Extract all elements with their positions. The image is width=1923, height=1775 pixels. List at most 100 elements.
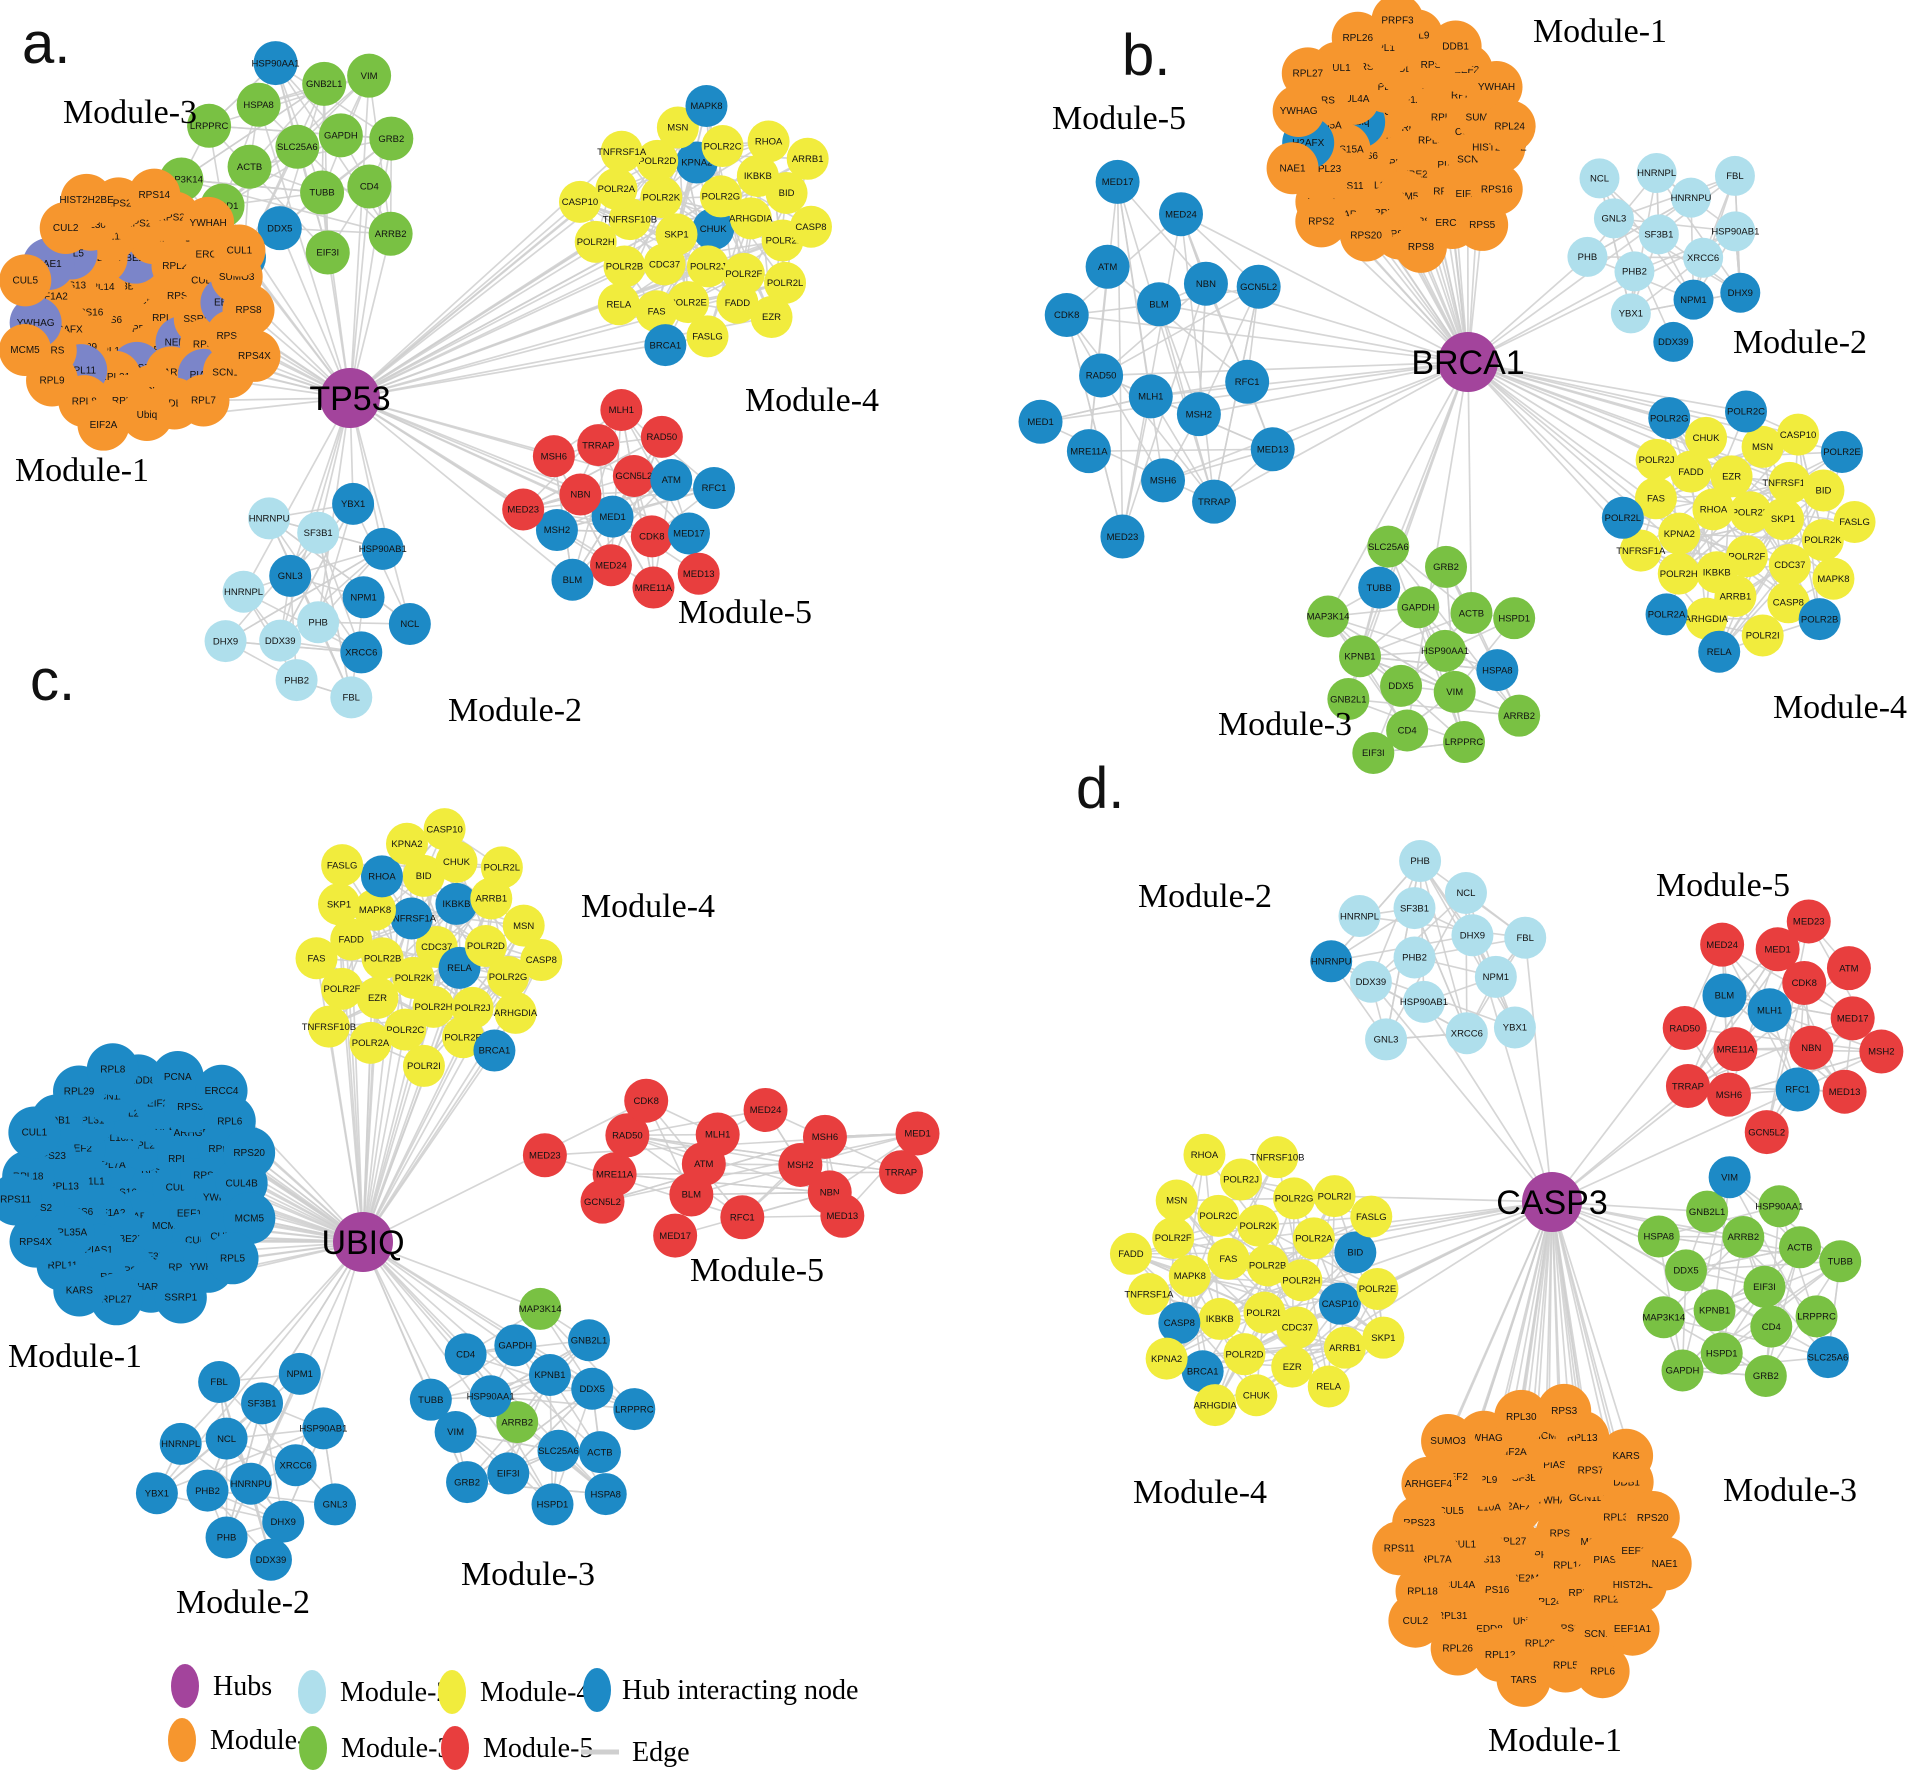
node-circle [1741,425,1784,468]
module-nodes: PRPF3RPL27RPS2UBE2MH2AFXRPL14RPS13YWHAHR… [1372,1383,1692,1707]
node-ATM: ATM [650,458,693,501]
node-label: ACTB [1459,608,1484,619]
node-CD4: CD4 [347,164,392,209]
node-label: CHUK [1243,1390,1271,1401]
module-nodes: GCN1L1RPS14RPL14EMG1RPL30RPS6EEF1A1UBE2M… [1266,0,1536,273]
node-label: RPS2 [1550,1529,1577,1540]
node-label: MCM5 [235,1213,265,1224]
node-POLR2G: POLR2G [1273,1177,1316,1220]
module2-swatch [298,1670,326,1714]
node-label: PIAS2 [1593,1555,1622,1566]
node-POLR2E: POLR2E [1820,430,1863,473]
node-label: MSH2 [787,1160,813,1171]
node-circle [1806,1336,1849,1379]
node-GCN5L2: GCN5L2 [612,454,655,497]
node-label: CUL1 [22,1128,48,1139]
node-CHUK: CHUK [1235,1374,1278,1417]
node-circle [402,1044,445,1087]
node-label: BLM [563,575,583,586]
node-RPL7: RPL7 [177,374,230,427]
node-label: GNB2L1 [1689,1207,1725,1218]
node-RFC1: RFC1 [693,466,736,509]
node-POLR2B: POLR2B [361,937,404,980]
node-ATM: ATM [1085,244,1130,289]
node-RPL6: RPL6 [1575,1644,1630,1699]
node-circle [1429,20,1482,73]
node-HNRNPL: HNRNPL [159,1422,202,1465]
node-label: XRCC6 [280,1460,312,1471]
node-label: CDC37 [649,260,680,271]
node-circle [1397,586,1440,629]
node-label: RPS5 [1469,220,1496,231]
node-MRE11A: MRE11A [632,566,675,609]
node-label: EIF2A [147,1099,175,1110]
node-NCL: NCL [388,602,431,645]
node-Ubiq: Ubiq [120,389,173,442]
node-circle [1599,1428,1654,1483]
node-label: GNL3 [1374,1035,1399,1046]
node-circle [1356,1267,1399,1310]
node-label: POLR2A [1648,610,1686,621]
node-circle [361,937,404,980]
node-label: DDX5 [580,1384,605,1395]
node-label: HIST2H2BE [1613,1580,1668,1591]
node-MSH6: MSH6 [1141,458,1186,503]
node-RFC1: RFC1 [1775,1067,1820,1112]
node-MED17: MED17 [1830,996,1875,1041]
legend-label: Module-4 [480,1677,590,1708]
node-circle [1706,1072,1751,1117]
node-label: ARRB1 [475,894,507,905]
node-circle [1243,1291,1286,1334]
node-label: RPL14 [1553,1560,1584,1571]
node-label: RPS11 [1384,1543,1415,1554]
node-label: Ubiq [137,410,158,421]
node-circle [1671,177,1712,218]
edge [349,397,411,625]
node-label: NAE1 [36,259,63,270]
node-POLR2D: POLR2D [1223,1333,1266,1376]
node-label: BRCA1 [479,1046,511,1057]
node-circle [528,1353,571,1396]
node-circle [1673,279,1714,320]
node-label: CUL5 [1391,64,1417,75]
node-label: MCM5 [10,345,40,356]
node-circle [1833,501,1876,544]
node-POLR2I: POLR2I [1741,614,1784,657]
panel-letter: d. [1076,756,1124,821]
node-circle [487,1452,530,1495]
node-label: RPS11 [0,1195,31,1206]
edge [1065,314,1124,537]
node-label: SF3B1 [1644,230,1673,241]
node-SF3B1: SF3B1 [1638,214,1679,255]
node-circle [1714,155,1755,196]
node-DDX5: DDX5 [571,1367,614,1410]
module-nodes: PHB2 DHX9 HSP90AB1 SF3B1 NPM1 DDX39 NCL XRCC6 HN… [1310,840,1547,1061]
edge [279,548,384,642]
node-label: HSPA8 [591,1489,621,1500]
node-label: ARRB1 [1329,1343,1361,1354]
node-label: MED13 [683,569,715,580]
node-circle [1610,293,1651,334]
node-label: RPL12 [1485,1650,1516,1661]
node-FAS: FAS [1207,1237,1250,1280]
node-TNFRSF1A: TNFRSF1A [597,130,647,173]
node-MSN: MSN [1741,425,1784,468]
node-RPS11: RPS11 [0,1173,42,1226]
node-circle [789,205,832,248]
node-EIF3I: EIF3I [1352,731,1395,774]
node-label: DHX9 [1460,930,1485,941]
node-circle [227,144,272,189]
node-label: MAP3K14 [1307,612,1350,623]
node-label: RPS20 [125,219,157,230]
node-circle [729,197,772,240]
node-circle [177,374,230,427]
node-label: MED23 [529,1150,561,1161]
node-HSPA8: HSPA8 [236,82,281,127]
node-label: KPNA2 [1664,529,1695,540]
node-label: GNL3 [323,1500,348,1511]
node-label: RPS8 [235,305,262,316]
node-label: EZR [1722,472,1741,483]
node-label: TNFRSF1A [387,914,437,925]
node-label: FBL [210,1377,227,1388]
node-circle [1470,61,1523,114]
